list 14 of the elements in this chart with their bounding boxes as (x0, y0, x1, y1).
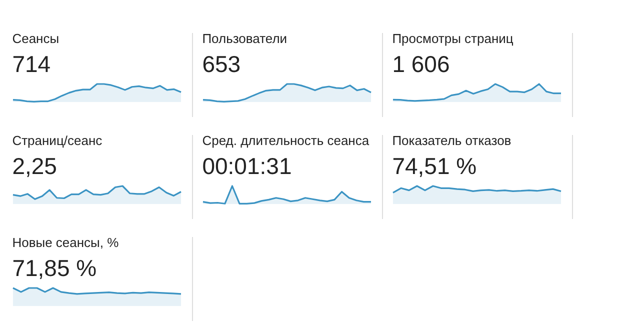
chart-subtitle: 2,25 (12, 153, 57, 180)
chart-title: Сред. длительность сеанса (202, 133, 370, 148)
chart-title: Страниц/сеанс (12, 133, 103, 148)
chart-title: Сеансы (12, 31, 60, 46)
chart-title: Новые сеансы, % (12, 235, 120, 250)
chart-subtitle: 1 606 (392, 51, 450, 78)
chart-subtitle: 00:01:31 (202, 153, 292, 180)
chart-subtitle: 653 (202, 51, 241, 78)
chart-subtitle: 714 (12, 51, 51, 78)
chart-title: Пользователи (202, 31, 288, 46)
chart-title: Просмотры страниц (392, 31, 514, 46)
chart-title: Показатель отказов (392, 133, 512, 148)
chart-subtitle: 71,85 % (12, 255, 97, 282)
chart-subtitle: 74,51 % (392, 153, 477, 180)
